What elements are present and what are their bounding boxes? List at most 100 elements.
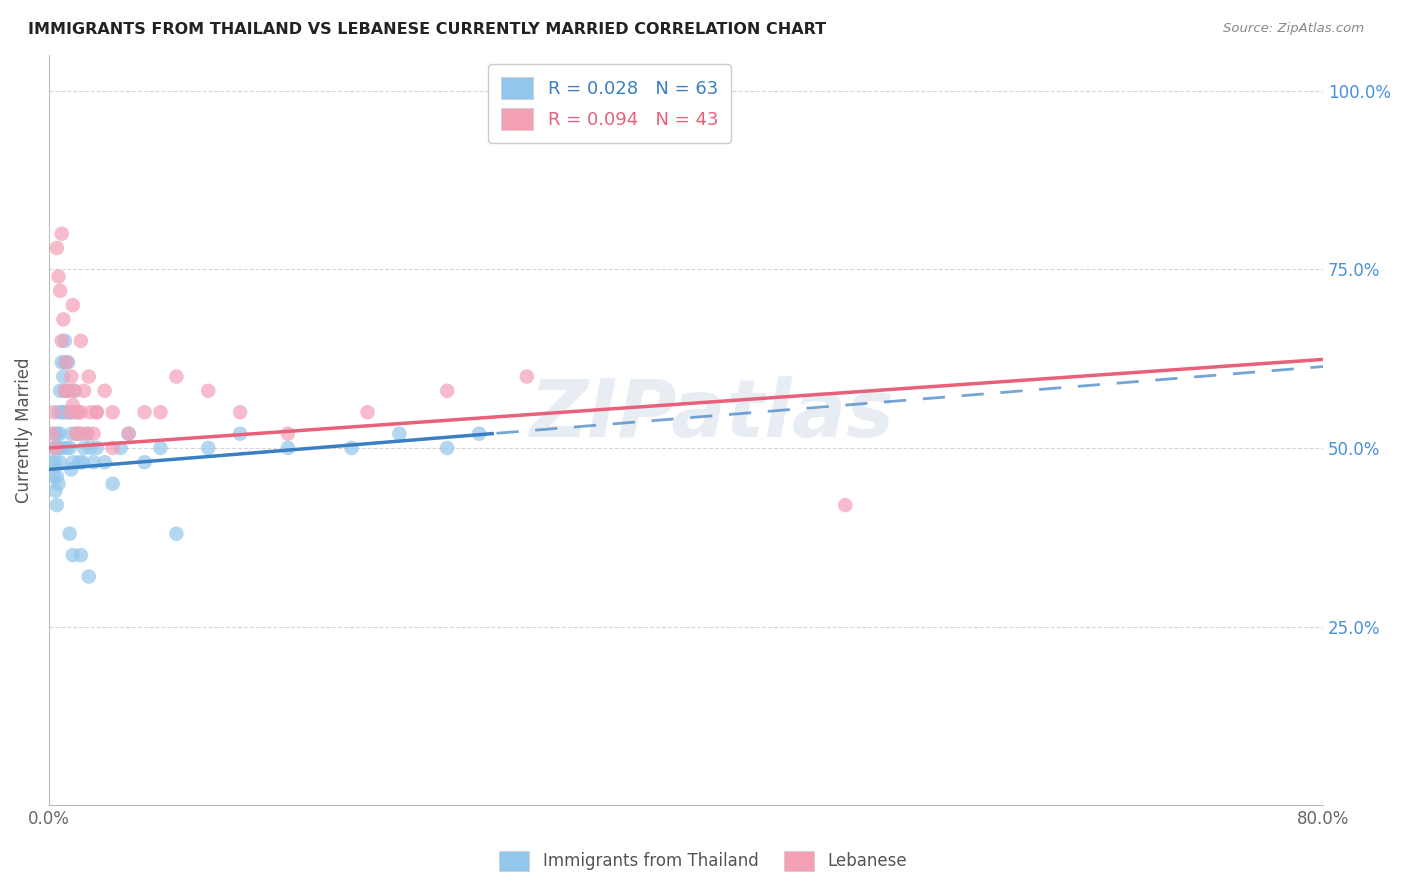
Point bbox=[101, 405, 124, 419]
Point bbox=[93, 384, 115, 398]
Point bbox=[45, 441, 67, 455]
Point bbox=[516, 369, 538, 384]
Point bbox=[48, 405, 70, 419]
Point bbox=[44, 483, 66, 498]
Point bbox=[356, 405, 378, 419]
Point bbox=[62, 405, 84, 419]
Point bbox=[77, 369, 100, 384]
Point bbox=[62, 548, 84, 562]
Point bbox=[48, 269, 70, 284]
Point bbox=[55, 405, 77, 419]
Text: Source: ZipAtlas.com: Source: ZipAtlas.com bbox=[1223, 22, 1364, 36]
Point bbox=[51, 355, 73, 369]
Point bbox=[62, 455, 84, 469]
Point bbox=[62, 398, 84, 412]
Point bbox=[76, 426, 98, 441]
Point bbox=[67, 455, 90, 469]
Point bbox=[197, 441, 219, 455]
Legend: Immigrants from Thailand, Lebanese: Immigrants from Thailand, Lebanese bbox=[491, 842, 915, 880]
Point bbox=[340, 441, 363, 455]
Point bbox=[45, 241, 67, 255]
Point bbox=[110, 441, 132, 455]
Point bbox=[69, 334, 91, 348]
Y-axis label: Currently Married: Currently Married bbox=[15, 358, 32, 503]
Point bbox=[66, 405, 89, 419]
Point bbox=[117, 426, 139, 441]
Point bbox=[60, 462, 83, 476]
Point bbox=[62, 298, 84, 312]
Point bbox=[49, 384, 72, 398]
Point bbox=[49, 284, 72, 298]
Point bbox=[86, 441, 108, 455]
Point bbox=[834, 498, 856, 512]
Text: ZIPatlas: ZIPatlas bbox=[529, 376, 894, 454]
Point bbox=[44, 426, 66, 441]
Point bbox=[53, 384, 76, 398]
Text: IMMIGRANTS FROM THAILAND VS LEBANESE CURRENTLY MARRIED CORRELATION CHART: IMMIGRANTS FROM THAILAND VS LEBANESE CUR… bbox=[28, 22, 827, 37]
Point bbox=[52, 369, 75, 384]
Point bbox=[67, 426, 90, 441]
Point bbox=[277, 426, 299, 441]
Point bbox=[101, 441, 124, 455]
Point bbox=[65, 426, 87, 441]
Point bbox=[277, 441, 299, 455]
Point bbox=[83, 455, 105, 469]
Point bbox=[53, 355, 76, 369]
Point bbox=[117, 426, 139, 441]
Point bbox=[134, 455, 156, 469]
Point bbox=[69, 405, 91, 419]
Point bbox=[56, 384, 79, 398]
Point bbox=[101, 476, 124, 491]
Point bbox=[63, 384, 86, 398]
Point bbox=[86, 405, 108, 419]
Legend: R = 0.028   N = 63, R = 0.094   N = 43: R = 0.028 N = 63, R = 0.094 N = 43 bbox=[488, 64, 731, 143]
Point bbox=[149, 405, 172, 419]
Point bbox=[51, 227, 73, 241]
Point bbox=[42, 405, 65, 419]
Point bbox=[79, 441, 101, 455]
Point bbox=[229, 405, 252, 419]
Point bbox=[66, 405, 89, 419]
Point bbox=[83, 426, 105, 441]
Point bbox=[52, 312, 75, 326]
Point bbox=[69, 426, 91, 441]
Point bbox=[53, 334, 76, 348]
Point bbox=[436, 384, 458, 398]
Point bbox=[73, 384, 96, 398]
Point bbox=[42, 469, 65, 483]
Point bbox=[79, 405, 101, 419]
Point bbox=[49, 426, 72, 441]
Point bbox=[76, 426, 98, 441]
Point bbox=[45, 426, 67, 441]
Point bbox=[86, 405, 108, 419]
Point bbox=[77, 569, 100, 583]
Point bbox=[93, 455, 115, 469]
Point bbox=[69, 548, 91, 562]
Point bbox=[134, 405, 156, 419]
Point bbox=[51, 405, 73, 419]
Point bbox=[48, 476, 70, 491]
Point bbox=[49, 455, 72, 469]
Point bbox=[165, 526, 187, 541]
Point bbox=[73, 441, 96, 455]
Point bbox=[468, 426, 491, 441]
Point bbox=[45, 498, 67, 512]
Point bbox=[59, 405, 82, 419]
Point bbox=[44, 455, 66, 469]
Point bbox=[51, 334, 73, 348]
Point bbox=[52, 405, 75, 419]
Point bbox=[229, 426, 252, 441]
Point bbox=[60, 369, 83, 384]
Point bbox=[149, 441, 172, 455]
Point bbox=[53, 384, 76, 398]
Point bbox=[436, 441, 458, 455]
Point bbox=[165, 369, 187, 384]
Point bbox=[388, 426, 411, 441]
Point bbox=[72, 455, 94, 469]
Point bbox=[48, 441, 70, 455]
Point bbox=[197, 384, 219, 398]
Point bbox=[59, 526, 82, 541]
Point bbox=[59, 441, 82, 455]
Point bbox=[55, 355, 77, 369]
Point bbox=[56, 384, 79, 398]
